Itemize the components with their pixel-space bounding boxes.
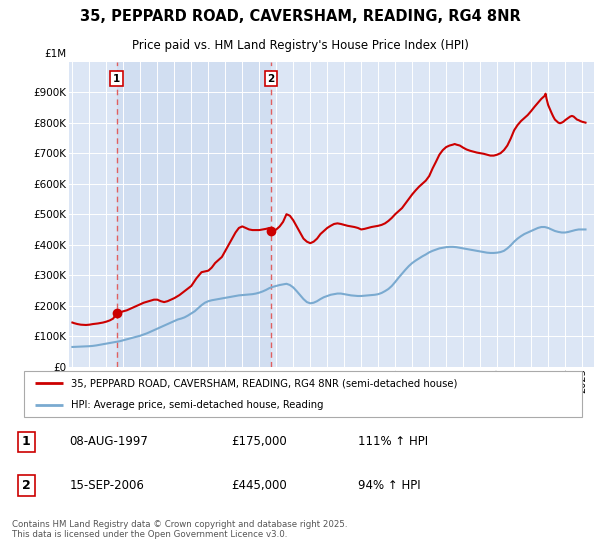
Bar [116,62,271,367]
Text: £445,000: £445,000 [231,479,287,492]
Text: 08-AUG-1997: 08-AUG-1997 [70,435,148,449]
Text: Contains HM Land Registry data © Crown copyright and database right 2025.
This d: Contains HM Land Registry data © Crown c… [12,520,347,539]
Text: 2: 2 [268,74,275,84]
Text: 2: 2 [22,479,31,492]
Text: 1: 1 [22,435,31,449]
Text: 35, PEPPARD ROAD, CAVERSHAM, READING, RG4 8NR (semi-detached house): 35, PEPPARD ROAD, CAVERSHAM, READING, RG… [71,378,458,388]
Text: £1M: £1M [44,49,67,59]
Text: HPI: Average price, semi-detached house, Reading: HPI: Average price, semi-detached house,… [71,400,324,410]
Text: 15-SEP-2006: 15-SEP-2006 [70,479,145,492]
Text: 111% ↑ HPI: 111% ↑ HPI [358,435,428,449]
Text: £175,000: £175,000 [231,435,287,449]
Text: 35, PEPPARD ROAD, CAVERSHAM, READING, RG4 8NR: 35, PEPPARD ROAD, CAVERSHAM, READING, RG… [80,9,520,24]
Text: 94% ↑ HPI: 94% ↑ HPI [358,479,420,492]
Text: 1: 1 [113,74,120,84]
FancyBboxPatch shape [24,371,582,417]
Text: Price paid vs. HM Land Registry's House Price Index (HPI): Price paid vs. HM Land Registry's House … [131,39,469,53]
